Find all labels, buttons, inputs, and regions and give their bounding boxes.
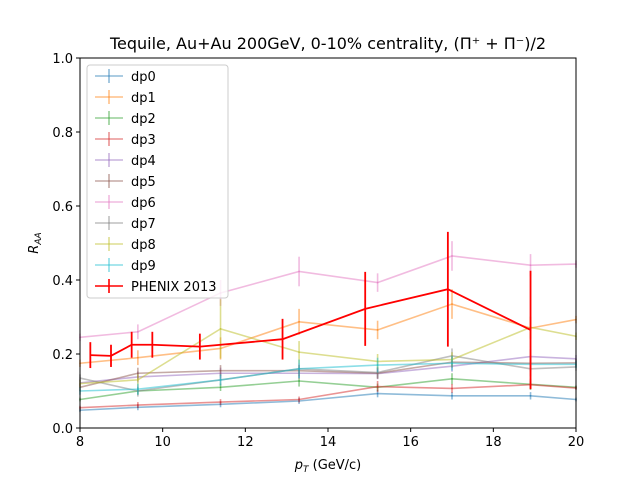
x-tick-label: 10 <box>154 435 171 450</box>
y-tick-label: 0.4 <box>52 274 73 289</box>
x-tick-label: 16 <box>402 435 419 450</box>
data-point <box>376 364 379 366</box>
series-line <box>79 361 577 389</box>
data-point <box>219 379 222 381</box>
data-point <box>199 345 201 348</box>
data-point <box>451 377 453 380</box>
x-tick-label: 18 <box>485 435 502 450</box>
y-tick-label: 0.0 <box>52 422 73 437</box>
data-point <box>137 379 139 381</box>
data-point <box>219 401 222 403</box>
data-point <box>137 404 139 406</box>
legend-label: dp3 <box>131 133 156 148</box>
legend-label: dp4 <box>131 154 156 169</box>
data-point <box>137 388 139 390</box>
x-tick-label: 8 <box>76 435 84 450</box>
data-point <box>451 362 453 365</box>
series-line <box>79 377 577 401</box>
data-point <box>219 369 222 372</box>
data-point <box>89 354 92 356</box>
data-point <box>219 386 222 389</box>
y-axis-label: RAA <box>27 232 44 253</box>
series-phenix-2013 <box>89 231 532 390</box>
data-point <box>298 368 300 370</box>
legend-label: dp5 <box>131 175 156 190</box>
data-point <box>130 343 133 346</box>
legend-label: PHENIX 2013 <box>131 280 217 295</box>
data-point <box>219 328 222 330</box>
series-line <box>79 326 577 385</box>
series-line <box>79 255 577 339</box>
legend-frame <box>86 64 229 299</box>
series-line <box>79 383 577 409</box>
data-point <box>529 395 532 397</box>
data-point <box>376 281 379 284</box>
data-point <box>281 338 284 341</box>
x-tick-label: 20 <box>568 435 585 450</box>
data-point <box>529 329 532 331</box>
data-point <box>451 255 453 257</box>
y-tick-label: 0.6 <box>52 200 73 215</box>
data-point <box>137 356 139 359</box>
data-point <box>529 264 532 267</box>
data-point <box>451 395 453 397</box>
legend-label: dp0 <box>131 70 156 85</box>
data-point <box>137 331 139 333</box>
series-line <box>79 355 577 384</box>
x-tick-label: 12 <box>237 435 254 450</box>
data-point <box>447 288 449 291</box>
plot-series-layer <box>79 231 577 413</box>
x-axis-label: pT (GeV/c) <box>294 458 362 475</box>
series-line <box>79 355 577 392</box>
data-point <box>151 343 154 346</box>
data-point <box>137 372 139 375</box>
data-point <box>298 351 300 353</box>
data-point <box>451 303 453 305</box>
data-point <box>298 321 300 323</box>
legend-label: dp2 <box>131 112 156 127</box>
series-line <box>79 392 577 412</box>
legend-label: dp1 <box>131 91 156 106</box>
data-point <box>451 387 453 390</box>
series-line <box>79 362 576 392</box>
x-tick-label: 14 <box>320 435 337 450</box>
data-point <box>298 380 300 382</box>
legend-label: dp7 <box>131 217 156 232</box>
data-point <box>376 329 379 331</box>
data-point <box>298 270 300 273</box>
data-point <box>376 385 379 388</box>
legend-label: dp8 <box>131 238 156 253</box>
x-axis: 8 10 12 14 16 18 20 <box>76 428 584 450</box>
y-axis: 0.0 0.2 0.4 0.6 0.8 1.0 <box>52 52 80 437</box>
y-tick-label: 1.0 <box>52 52 73 67</box>
y-tick-label: 0.8 <box>52 126 73 141</box>
data-point <box>364 308 367 310</box>
legend: dp0 dp1 dp2 dp3 dp4 dp5 dp6 dp7 dp8 dp9 PHENIX 201… <box>86 64 229 299</box>
data-point <box>376 392 379 395</box>
y-tick-label: 0.2 <box>52 348 73 363</box>
legend-label: dp6 <box>131 196 156 211</box>
chart-title: Tequile, Au+Au 200GeV, 0-10% centrality,… <box>109 34 546 53</box>
data-point <box>298 398 300 401</box>
legend-label: dp9 <box>131 259 156 274</box>
data-point <box>110 355 112 357</box>
